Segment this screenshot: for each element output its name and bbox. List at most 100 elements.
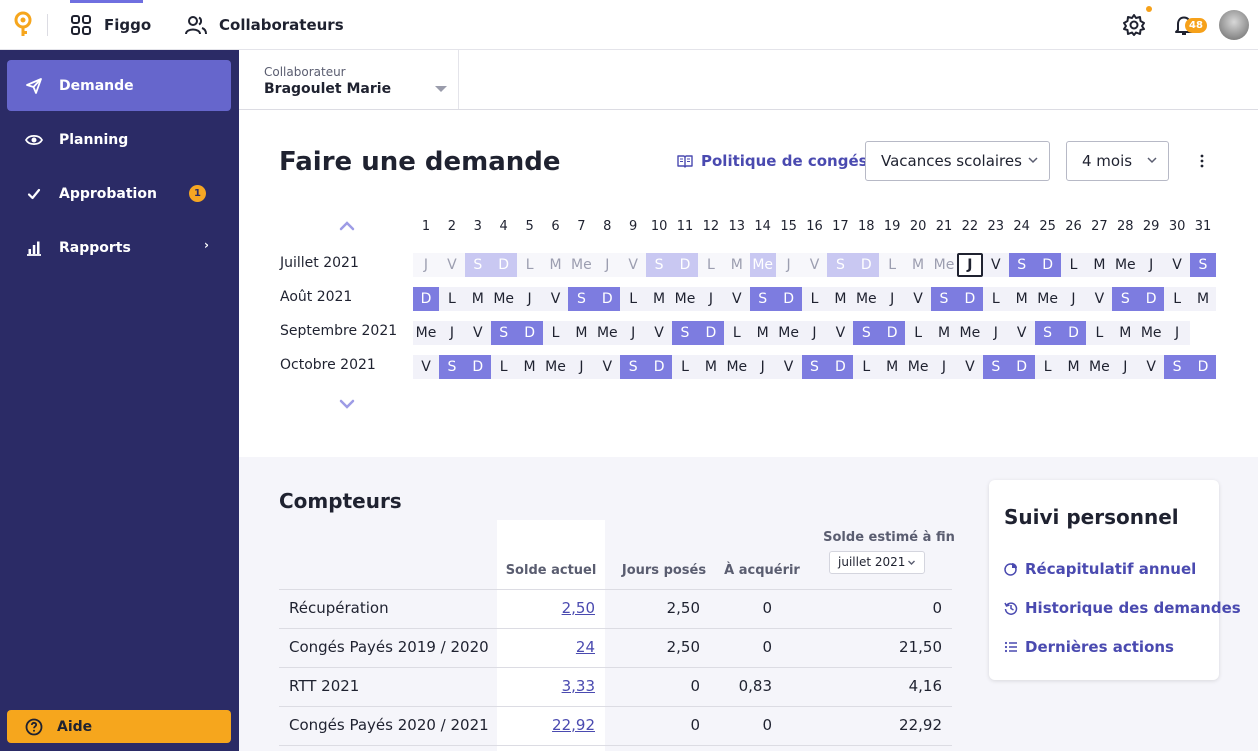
- vacation-zone-select[interactable]: Vacances scolaires: [865, 141, 1050, 181]
- calendar-day-cell[interactable]: L: [620, 287, 647, 311]
- calendar-day-cell[interactable]: D: [490, 253, 517, 277]
- calendar-day-cell[interactable]: M: [516, 355, 543, 379]
- calendar-day-cell[interactable]: V: [464, 321, 491, 345]
- figgo-logo-icon[interactable]: [12, 10, 34, 40]
- calendar-day-cell[interactable]: V: [542, 287, 569, 311]
- solde-actuel-value[interactable]: 22,92: [552, 716, 595, 734]
- months-count-select[interactable]: 4 mois: [1066, 141, 1169, 181]
- calendar-day-cell[interactable]: Me: [594, 321, 621, 345]
- calendar-day-cell[interactable]: J: [438, 321, 465, 345]
- calendar-day-cell[interactable]: D: [413, 287, 439, 311]
- calendar-day-cell[interactable]: V: [438, 253, 465, 277]
- calendar-day-cell[interactable]: M: [1086, 253, 1113, 277]
- calendar-day-cell[interactable]: J: [1164, 321, 1191, 345]
- calendar-day-cell[interactable]: Me: [931, 253, 957, 277]
- tab-figgo[interactable]: Figgo: [70, 0, 151, 50]
- calendar-day-cell[interactable]: M: [1112, 321, 1139, 345]
- calendar-day-cell[interactable]: V: [1086, 287, 1113, 311]
- calendar-day-cell[interactable]: L: [542, 321, 569, 345]
- calendar-day-cell[interactable]: S: [1034, 321, 1061, 345]
- calendar-day-cell[interactable]: J: [1060, 287, 1087, 311]
- sidebar-item-approbation[interactable]: Approbation 1: [7, 168, 231, 219]
- calendar-day-cell[interactable]: V: [1164, 253, 1191, 277]
- calendar-day-cell[interactable]: S: [827, 253, 854, 277]
- calendar-day-cell[interactable]: V: [827, 321, 854, 345]
- calendar-day-cell[interactable]: V: [646, 321, 673, 345]
- calendar-day-cell[interactable]: Me: [775, 321, 802, 345]
- calendar-day-cell[interactable]: V: [982, 253, 1009, 277]
- calendar-day-cell[interactable]: Me: [413, 321, 439, 345]
- calendar-day-cell[interactable]: D: [1138, 287, 1165, 311]
- recap-annuel-link[interactable]: Récapitulatif annuel: [1004, 560, 1196, 578]
- calendar-day-cell[interactable]: L: [490, 355, 517, 379]
- calendar-day-cell[interactable]: S: [1164, 355, 1191, 379]
- calendar-day-cell[interactable]: Me: [490, 287, 517, 311]
- calendar-day-cell[interactable]: J: [931, 355, 957, 379]
- calendar-day-cell[interactable]: J: [749, 355, 776, 379]
- calendar-day-cell[interactable]: S: [464, 253, 491, 277]
- calendar-day-cell[interactable]: V: [594, 355, 621, 379]
- solde-actuel-value[interactable]: 2,50: [561, 599, 595, 617]
- calendar-day-cell[interactable]: S: [749, 287, 776, 311]
- calendar-day-cell[interactable]: Me: [568, 253, 595, 277]
- calendar-day-cell[interactable]: L: [672, 355, 698, 379]
- calendar-day-cell[interactable]: L: [879, 253, 906, 277]
- calendar-day-cell[interactable]: V: [413, 355, 439, 379]
- calendar-day-cell[interactable]: L: [905, 321, 932, 345]
- calendar-day-cell[interactable]: D: [672, 253, 698, 277]
- calendar-day-cell[interactable]: J: [620, 321, 647, 345]
- calendar-day-cell[interactable]: L: [1164, 287, 1191, 311]
- calendar-day-cell[interactable]: Me: [905, 355, 932, 379]
- calendar-day-cell[interactable]: Me: [1138, 321, 1165, 345]
- calendar-day-cell[interactable]: J: [413, 253, 439, 277]
- calendar-day-cell[interactable]: D: [646, 355, 673, 379]
- calendar-day-cell[interactable]: S: [568, 287, 595, 311]
- calendar-day-cell[interactable]: V: [801, 253, 828, 277]
- calendar-day-cell[interactable]: V: [723, 287, 750, 311]
- calendar-day-cell[interactable]: D: [516, 321, 543, 345]
- calendar-day-cell[interactable]: M: [464, 287, 491, 311]
- calendar-day-cell[interactable]: S: [620, 355, 647, 379]
- calendar-day-cell[interactable]: V: [1138, 355, 1165, 379]
- calendar-day-cell[interactable]: J: [982, 321, 1009, 345]
- collaborator-select[interactable]: Collaborateur Bragoulet Marie: [239, 50, 459, 109]
- calendar-day-cell[interactable]: S: [646, 253, 673, 277]
- calendar-day-cell[interactable]: S: [853, 321, 880, 345]
- calendar-day-cell[interactable]: L: [1086, 321, 1113, 345]
- solde-estime-date-select[interactable]: juillet 2021: [829, 551, 925, 574]
- calendar-day-cell[interactable]: Me: [1034, 287, 1061, 311]
- sidebar-item-planning[interactable]: Planning: [7, 114, 231, 165]
- calendar-day-cell[interactable]: S: [672, 321, 698, 345]
- calendar-next-month-icon[interactable]: [338, 398, 356, 410]
- user-avatar[interactable]: [1219, 10, 1249, 40]
- calendar-previous-month-icon[interactable]: [338, 220, 356, 232]
- calendar-day-cell[interactable]: V: [1008, 321, 1035, 345]
- calendar-day-cell[interactable]: V: [905, 287, 932, 311]
- calendar-day-cell[interactable]: L: [1034, 355, 1061, 379]
- calendar-day-cell[interactable]: S: [931, 287, 957, 311]
- calendar-day-cell[interactable]: D: [594, 287, 621, 311]
- calendar-day-cell[interactable]: M: [1060, 355, 1087, 379]
- calendar-day-cell[interactable]: D: [879, 321, 906, 345]
- calendar-day-cell[interactable]: M: [931, 321, 957, 345]
- calendar-day-cell[interactable]: J: [801, 321, 828, 345]
- dernieres-actions-link[interactable]: Dernières actions: [1004, 638, 1174, 656]
- calendar-day-cell[interactable]: J: [697, 287, 724, 311]
- calendar-day-cell[interactable]: V: [620, 253, 647, 277]
- calendar-day-cell[interactable]: M: [723, 253, 750, 277]
- calendar-day-cell[interactable]: J: [594, 253, 621, 277]
- calendar-day-cell[interactable]: L: [697, 253, 724, 277]
- calendar-day-cell[interactable]: S: [801, 355, 828, 379]
- calendar-day-cell[interactable]: S: [1008, 253, 1035, 277]
- calendar-day-cell[interactable]: L: [801, 287, 828, 311]
- calendar-day-cell[interactable]: D: [956, 287, 983, 311]
- sidebar-item-rapports[interactable]: Rapports ›: [7, 222, 231, 273]
- help-button[interactable]: Aide: [7, 710, 231, 743]
- calendar-day-cell[interactable]: Me: [853, 287, 880, 311]
- calendar-day-cell[interactable]: S: [490, 321, 517, 345]
- calendar-day-cell[interactable]: D: [1190, 355, 1216, 379]
- calendar-day-cell[interactable]: D: [1008, 355, 1035, 379]
- calendar-day-cell[interactable]: L: [853, 355, 880, 379]
- calendar-day-cell[interactable]: L: [1060, 253, 1087, 277]
- calendar-day-cell[interactable]: M: [879, 355, 906, 379]
